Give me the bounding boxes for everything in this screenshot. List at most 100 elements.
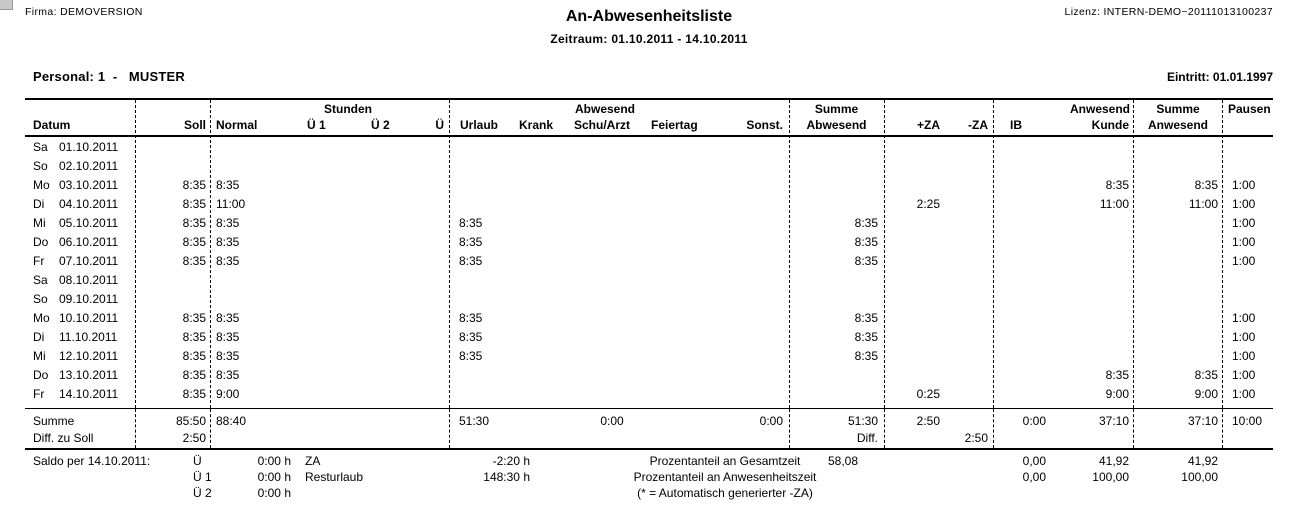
sep-kunde-lower (1133, 409, 1134, 448)
summe-row-plus-za: 2:50 (916, 414, 940, 428)
cell-normal: 9:00 (216, 387, 240, 401)
cell-datum: 05.10.2011 (59, 216, 119, 230)
cell-plus-za: 0:25 (916, 387, 940, 401)
personal-label: Personal: 1 - MUSTER (33, 69, 185, 84)
saldo-right-value-1: 148:30 h (483, 470, 530, 484)
saldo-code-1: Ü 1 (193, 470, 212, 484)
cell-datum-dow: So (33, 292, 48, 306)
cell-summe-anwesend: 9:00 (1194, 387, 1218, 401)
sep-za-lower (993, 409, 994, 448)
cell-pausen: 1:00 (1232, 254, 1256, 268)
cell-summe-abwesend: 8:35 (854, 330, 878, 344)
summe-row-normal: 88:40 (216, 414, 247, 428)
cell-summe-abwesend: 8:35 (854, 216, 878, 230)
firma-label: Firma: DEMOVERSION (25, 6, 143, 18)
cell-summe-abwesend: 8:35 (854, 349, 878, 363)
cell-normal: 8:35 (216, 311, 240, 325)
percent-kunde-1: 100,00 (1092, 470, 1129, 484)
group-header-anwesend: Anwesend (1069, 102, 1130, 116)
cell-datum: 11.10.2011 (59, 330, 118, 344)
cell-kunde: 9:00 (1105, 387, 1129, 401)
sep-soll-lower (210, 409, 211, 448)
percent-ib-1: 0,00 (1022, 470, 1046, 484)
cell-datum-dow: Mi (33, 216, 46, 230)
cell-pausen: 1:00 (1232, 311, 1256, 325)
sep-ue (449, 100, 450, 408)
sep-za (993, 100, 994, 408)
cell-pausen: 1:00 (1232, 216, 1256, 230)
table-header-rule (25, 135, 1273, 137)
cell-soll: 8:35 (182, 368, 206, 382)
diff-row-label: Diff. zu Soll (33, 431, 94, 445)
group-header-abwesend: Abwesend (574, 102, 635, 116)
cell-normal: 8:35 (216, 330, 240, 344)
cell-kunde: 11:00 (1099, 197, 1129, 211)
table-saldo-rule (25, 448, 1273, 450)
cell-soll: 8:35 (182, 349, 206, 363)
sep-summe-anwesend-lower (1222, 409, 1223, 448)
summe-row-urlaub: 51:30 (459, 414, 490, 428)
percent-label-1: Prozentanteil an Anwesenheitszeit (633, 470, 817, 484)
cell-datum-dow: Fr (33, 387, 45, 401)
cell-datum-dow: Sa (33, 273, 48, 287)
col-header-datum: Datum (33, 118, 71, 132)
cell-soll: 8:35 (182, 387, 206, 401)
sep-summe-abwesend-left (884, 100, 885, 408)
sep-sonst (789, 100, 790, 408)
saldo-right-label-0: ZA (305, 454, 321, 468)
cell-plus-za: 2:25 (916, 197, 940, 211)
col-header-plus-za: +ZA (916, 118, 940, 132)
saldo-code-0: Ü (193, 454, 202, 468)
group-header-summe-abwesend: Summe (814, 102, 859, 116)
page-subtitle: Zeitraum: 01.10.2011 - 14.10.2011 (550, 32, 748, 46)
cell-datum-dow: So (33, 159, 48, 173)
cell-kunde: 8:35 (1105, 368, 1129, 382)
cell-pausen: 1:00 (1232, 330, 1256, 344)
percent-anwesend-0: 41,92 (1187, 454, 1218, 468)
col-header-soll: Soll (183, 118, 206, 132)
table-summary-rule (25, 408, 1273, 409)
cell-urlaub: 8:35 (459, 349, 483, 363)
cell-pausen: 1:00 (1232, 235, 1256, 249)
saldo-value-2: 0:00 h (257, 486, 291, 500)
cell-datum-dow: Fr (33, 254, 45, 268)
cell-datum: 13.10.2011 (59, 368, 119, 382)
cell-datum: 08.10.2011 (59, 273, 119, 287)
col-header-krank: Krank (519, 118, 554, 132)
cell-urlaub: 8:35 (459, 311, 483, 325)
summe-row-soll: 85:50 (175, 414, 206, 428)
eintritt-label: Eintritt: 01.01.1997 (1166, 70, 1273, 84)
group-header-stunden: Stunden (324, 102, 372, 116)
percent-label-0: Prozentanteil an Gesamtzeit (649, 454, 801, 468)
cell-soll: 8:35 (182, 197, 206, 211)
cell-datum: 06.10.2011 (59, 235, 119, 249)
cell-datum: 14.10.2011 (59, 387, 119, 401)
summe-row-label: Summe (33, 414, 75, 428)
table-top-rule (25, 98, 1273, 100)
sep-kunde (1133, 100, 1134, 408)
page-title: An-Abwesenheitsliste (565, 8, 733, 25)
cell-pausen: 1:00 (1232, 387, 1256, 401)
sep-summe-anwesend (1222, 100, 1223, 408)
cell-pausen: 1:00 (1232, 197, 1256, 211)
col-header-sonst: Sonst. (746, 118, 783, 132)
lizenz-label: Lizenz: INTERN-DEMO~20111013100237 (1064, 6, 1273, 18)
cell-normal: 11:00 (216, 197, 246, 211)
col-header-ue2: Ü 2 (371, 118, 390, 132)
cell-datum-dow: Mo (33, 311, 50, 325)
cell-datum-dow: Di (33, 197, 45, 211)
col-header-ue1: Ü 1 (307, 118, 326, 132)
col-header-summe-anwesend: Anwesend (1147, 118, 1208, 132)
sep-datum-lower (135, 409, 136, 448)
percent-anwesend-1: 100,00 (1181, 470, 1218, 484)
diff-row-diff-label: Diff. (856, 431, 878, 445)
saldo-right-label-1: Resturlaub (305, 470, 364, 484)
cell-summe-anwesend: 8:35 (1194, 178, 1218, 192)
cell-normal: 8:35 (216, 254, 240, 268)
cell-datum: 03.10.2011 (59, 178, 119, 192)
cell-pausen: 1:00 (1232, 349, 1256, 363)
cell-datum: 09.10.2011 (59, 292, 119, 306)
col-header-ue: Ü (435, 118, 444, 132)
cell-normal: 8:35 (216, 216, 240, 230)
